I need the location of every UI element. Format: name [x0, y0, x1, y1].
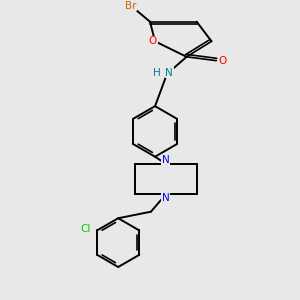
Text: O: O [148, 36, 157, 46]
Text: H: H [153, 68, 160, 78]
Text: O: O [219, 56, 227, 66]
Text: N: N [166, 68, 173, 78]
Text: N: N [162, 193, 169, 203]
Text: N: N [162, 155, 169, 165]
Text: Br: Br [125, 1, 136, 11]
Text: Cl: Cl [81, 224, 91, 234]
